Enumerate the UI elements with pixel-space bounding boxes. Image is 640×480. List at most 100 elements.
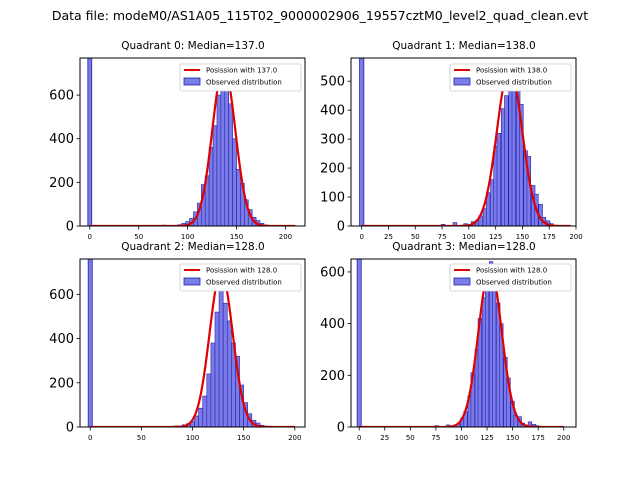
- quadrant-2-spike-bar: [87, 259, 93, 427]
- quadrant-2-xtick-label-0: 0: [88, 434, 92, 442]
- quadrant-2-legend-box: [179, 263, 302, 292]
- quadrant-1-title: Quadrant 1: Median=138.0: [392, 40, 535, 52]
- figure-suptitle: Data file: modeM0/AS1A05_115T02_90000029…: [52, 8, 588, 23]
- quadrant-0-ytick-label-200: 200: [49, 176, 74, 191]
- quadrant-3-legend: Posission with 128.0 Observed distributi…: [449, 263, 572, 292]
- quadrant-2-legend-bar-swatch: [183, 277, 201, 286]
- quadrant-2-bar-4: [194, 415, 199, 427]
- quadrant-0-xtick-label-0: 0: [88, 233, 92, 241]
- quadrant-1-bar-16: [519, 104, 524, 226]
- quadrant-0-bar-16: [232, 138, 237, 226]
- quadrant-0-spike-bar: [87, 58, 93, 226]
- quadrant-3-panel: Quadrant 3: Median=128.0 0 25 50 75 100 125 15…: [320, 241, 577, 442]
- quadrant-0-bar-13: [220, 77, 226, 226]
- quadrant-2-ytick-label-400: 400: [49, 332, 74, 347]
- quadrant-3-legend-box: [449, 263, 572, 292]
- quadrant-0-ytick-label-400: 400: [49, 132, 74, 147]
- quadrant-1-spike-bar: [359, 58, 365, 226]
- quadrant-0-poisson-curve: [89, 65, 296, 226]
- quadrant-1-legend-observed-label: Observed distribution: [476, 79, 552, 87]
- quadrant-1-marks: 0 25 50 75 100 125 150 175 200 0 100 200 300 400 500: [320, 57, 583, 241]
- quadrant-1-legend-bar-swatch: [453, 77, 471, 86]
- quadrant-0-axes-frame: [79, 57, 306, 227]
- quadrant-0-legend-bar-swatch: [183, 77, 201, 86]
- quadrant-3-spike-bar: [356, 259, 362, 427]
- quadrant-1-legend: Posission with 138.0 Observed distributi…: [449, 63, 572, 92]
- quadrant-2-xtick-label-150: 150: [237, 434, 250, 442]
- quadrant-0-bar-14: [224, 68, 229, 226]
- quadrant-2-bar-9: [214, 311, 220, 427]
- quadrant-3-bar-12: [492, 279, 497, 427]
- quadrant-1-xtick-label-150: 150: [516, 233, 529, 241]
- quadrant-0-xtick-label-150: 150: [230, 233, 243, 241]
- quadrant-1-bar-12: [504, 95, 509, 226]
- quadrant-2-legend-observed-label: Observed distribution: [206, 279, 282, 287]
- quadrant-1-xtick-label-75: 75: [438, 233, 447, 241]
- quadrant-1-xtick-label-125: 125: [489, 233, 502, 241]
- quadrant-2-ytick-label-200: 200: [49, 376, 74, 391]
- quadrant-2-xtick-label-50: 50: [137, 434, 146, 442]
- quadrant-1-xtick-label-200: 200: [569, 233, 582, 241]
- quadrant-0-panel: Quadrant 0: Median=137.0 0 50 100 150 200 0 20…: [49, 40, 306, 241]
- quadrant-3-xtick-label-200: 200: [557, 434, 570, 442]
- quadrant-3-xtick-label-125: 125: [480, 434, 493, 442]
- quadrant-0-bar-12: [216, 94, 222, 226]
- quadrant-3-axes-frame: [350, 258, 577, 428]
- quadrant-3-xtick-label-100: 100: [455, 434, 468, 442]
- quadrant-1-ytick-label-400: 400: [320, 104, 345, 119]
- quadrant-2-bar-11: [222, 302, 228, 427]
- quadrant-0-bar-17: [236, 168, 241, 226]
- quadrant-1-xtick-label-50: 50: [411, 233, 420, 241]
- quadrant-1-axes-frame: [350, 57, 577, 227]
- quadrant-2-marks: 0 50 100 150 200 0 200 400 600: [49, 258, 306, 442]
- quadrant-0-marks: 0 50 100 150 200 0 200 400 600: [49, 57, 306, 241]
- quadrant-2-xtick-label-100: 100: [186, 434, 199, 442]
- quadrant-0-bar-15: [228, 103, 233, 226]
- quadrant-1-ytick-label-100: 100: [320, 191, 345, 206]
- quadrant-0-legend-poisson-label: Posission with 137.0: [206, 67, 277, 75]
- quadrant-3-xtick-label-50: 50: [406, 434, 415, 442]
- quadrant-2-legend-poisson-label: Posission with 128.0: [206, 267, 277, 275]
- quadrant-2-bar-12: [226, 320, 232, 427]
- quadrant-2-xtick-label-200: 200: [288, 434, 301, 442]
- quadrant-2-bar-6: [202, 395, 208, 427]
- quadrant-3-xtick-label-25: 25: [380, 434, 389, 442]
- quadrant-2-bar-7: [206, 373, 212, 427]
- quadrant-2-legend: Posission with 128.0 Observed distributi…: [179, 263, 302, 292]
- quadrant-0-legend-observed-label: Observed distribution: [206, 79, 282, 87]
- quadrant-1-bar-1: [452, 222, 458, 226]
- quadrant-0-legend: Posission with 137.0 Observed distributi…: [179, 63, 302, 92]
- quadrant-3-bar-22: [527, 421, 533, 427]
- quadrant-3-xtick-label-150: 150: [506, 434, 519, 442]
- quadrant-2-bar-10: [218, 289, 224, 427]
- quadrant-2-bar-5: [198, 407, 204, 427]
- quadrant-0-ytick-label-0: 0: [66, 220, 74, 235]
- quadrant-3-legend-poisson-label: Posission with 128.0: [476, 267, 547, 275]
- quadrant-0-xtick-label-50: 50: [134, 233, 143, 241]
- quadrant-1-ytick-label-300: 300: [320, 133, 345, 148]
- quadrant-1-xtick-label-25: 25: [384, 233, 393, 241]
- quadrant-1-xtick-label-100: 100: [462, 233, 475, 241]
- quadrant-3-marks: 0 25 50 75 100 125 150 175 200 0 200 400 600: [320, 258, 577, 442]
- quadrant-1-bar-10: [496, 133, 502, 226]
- quadrant-3-ytick-label-600: 600: [320, 265, 345, 280]
- quadrant-1-legend-box: [449, 63, 572, 92]
- quadrant-3-ytick-label-200: 200: [320, 369, 345, 384]
- quadrant-1-plot-area: [359, 58, 571, 226]
- quadrant-1-panel: Quadrant 1: Median=138.0 0 25 50 75 100 125 15…: [320, 40, 583, 241]
- quadrant-0-legend-box: [179, 63, 302, 92]
- quadrant-2-title: Quadrant 2: Median=128.0: [121, 241, 264, 253]
- quadrant-3-ytick-label-0: 0: [337, 421, 345, 436]
- quadrant-3-ytick-label-400: 400: [320, 317, 345, 332]
- quadrant-2-panel: Quadrant 2: Median=128.0 0 50 100 150 200 0 20…: [49, 241, 306, 442]
- quadrant-1-xtick-label-0: 0: [359, 233, 363, 241]
- quadrant-1-legend-poisson-label: Posission with 138.0: [476, 67, 547, 75]
- quadrant-1-ytick-label-200: 200: [320, 162, 345, 177]
- quadrant-3-xtick-label-75: 75: [431, 434, 440, 442]
- quadrant-0-title: Quadrant 0: Median=137.0: [121, 40, 264, 52]
- quadrant-1-ytick-label-500: 500: [320, 75, 345, 90]
- quadrant-3-xtick-label-175: 175: [531, 434, 544, 442]
- quadrant-0-xtick-label-200: 200: [279, 233, 292, 241]
- quadrant-0-xtick-label-100: 100: [181, 233, 194, 241]
